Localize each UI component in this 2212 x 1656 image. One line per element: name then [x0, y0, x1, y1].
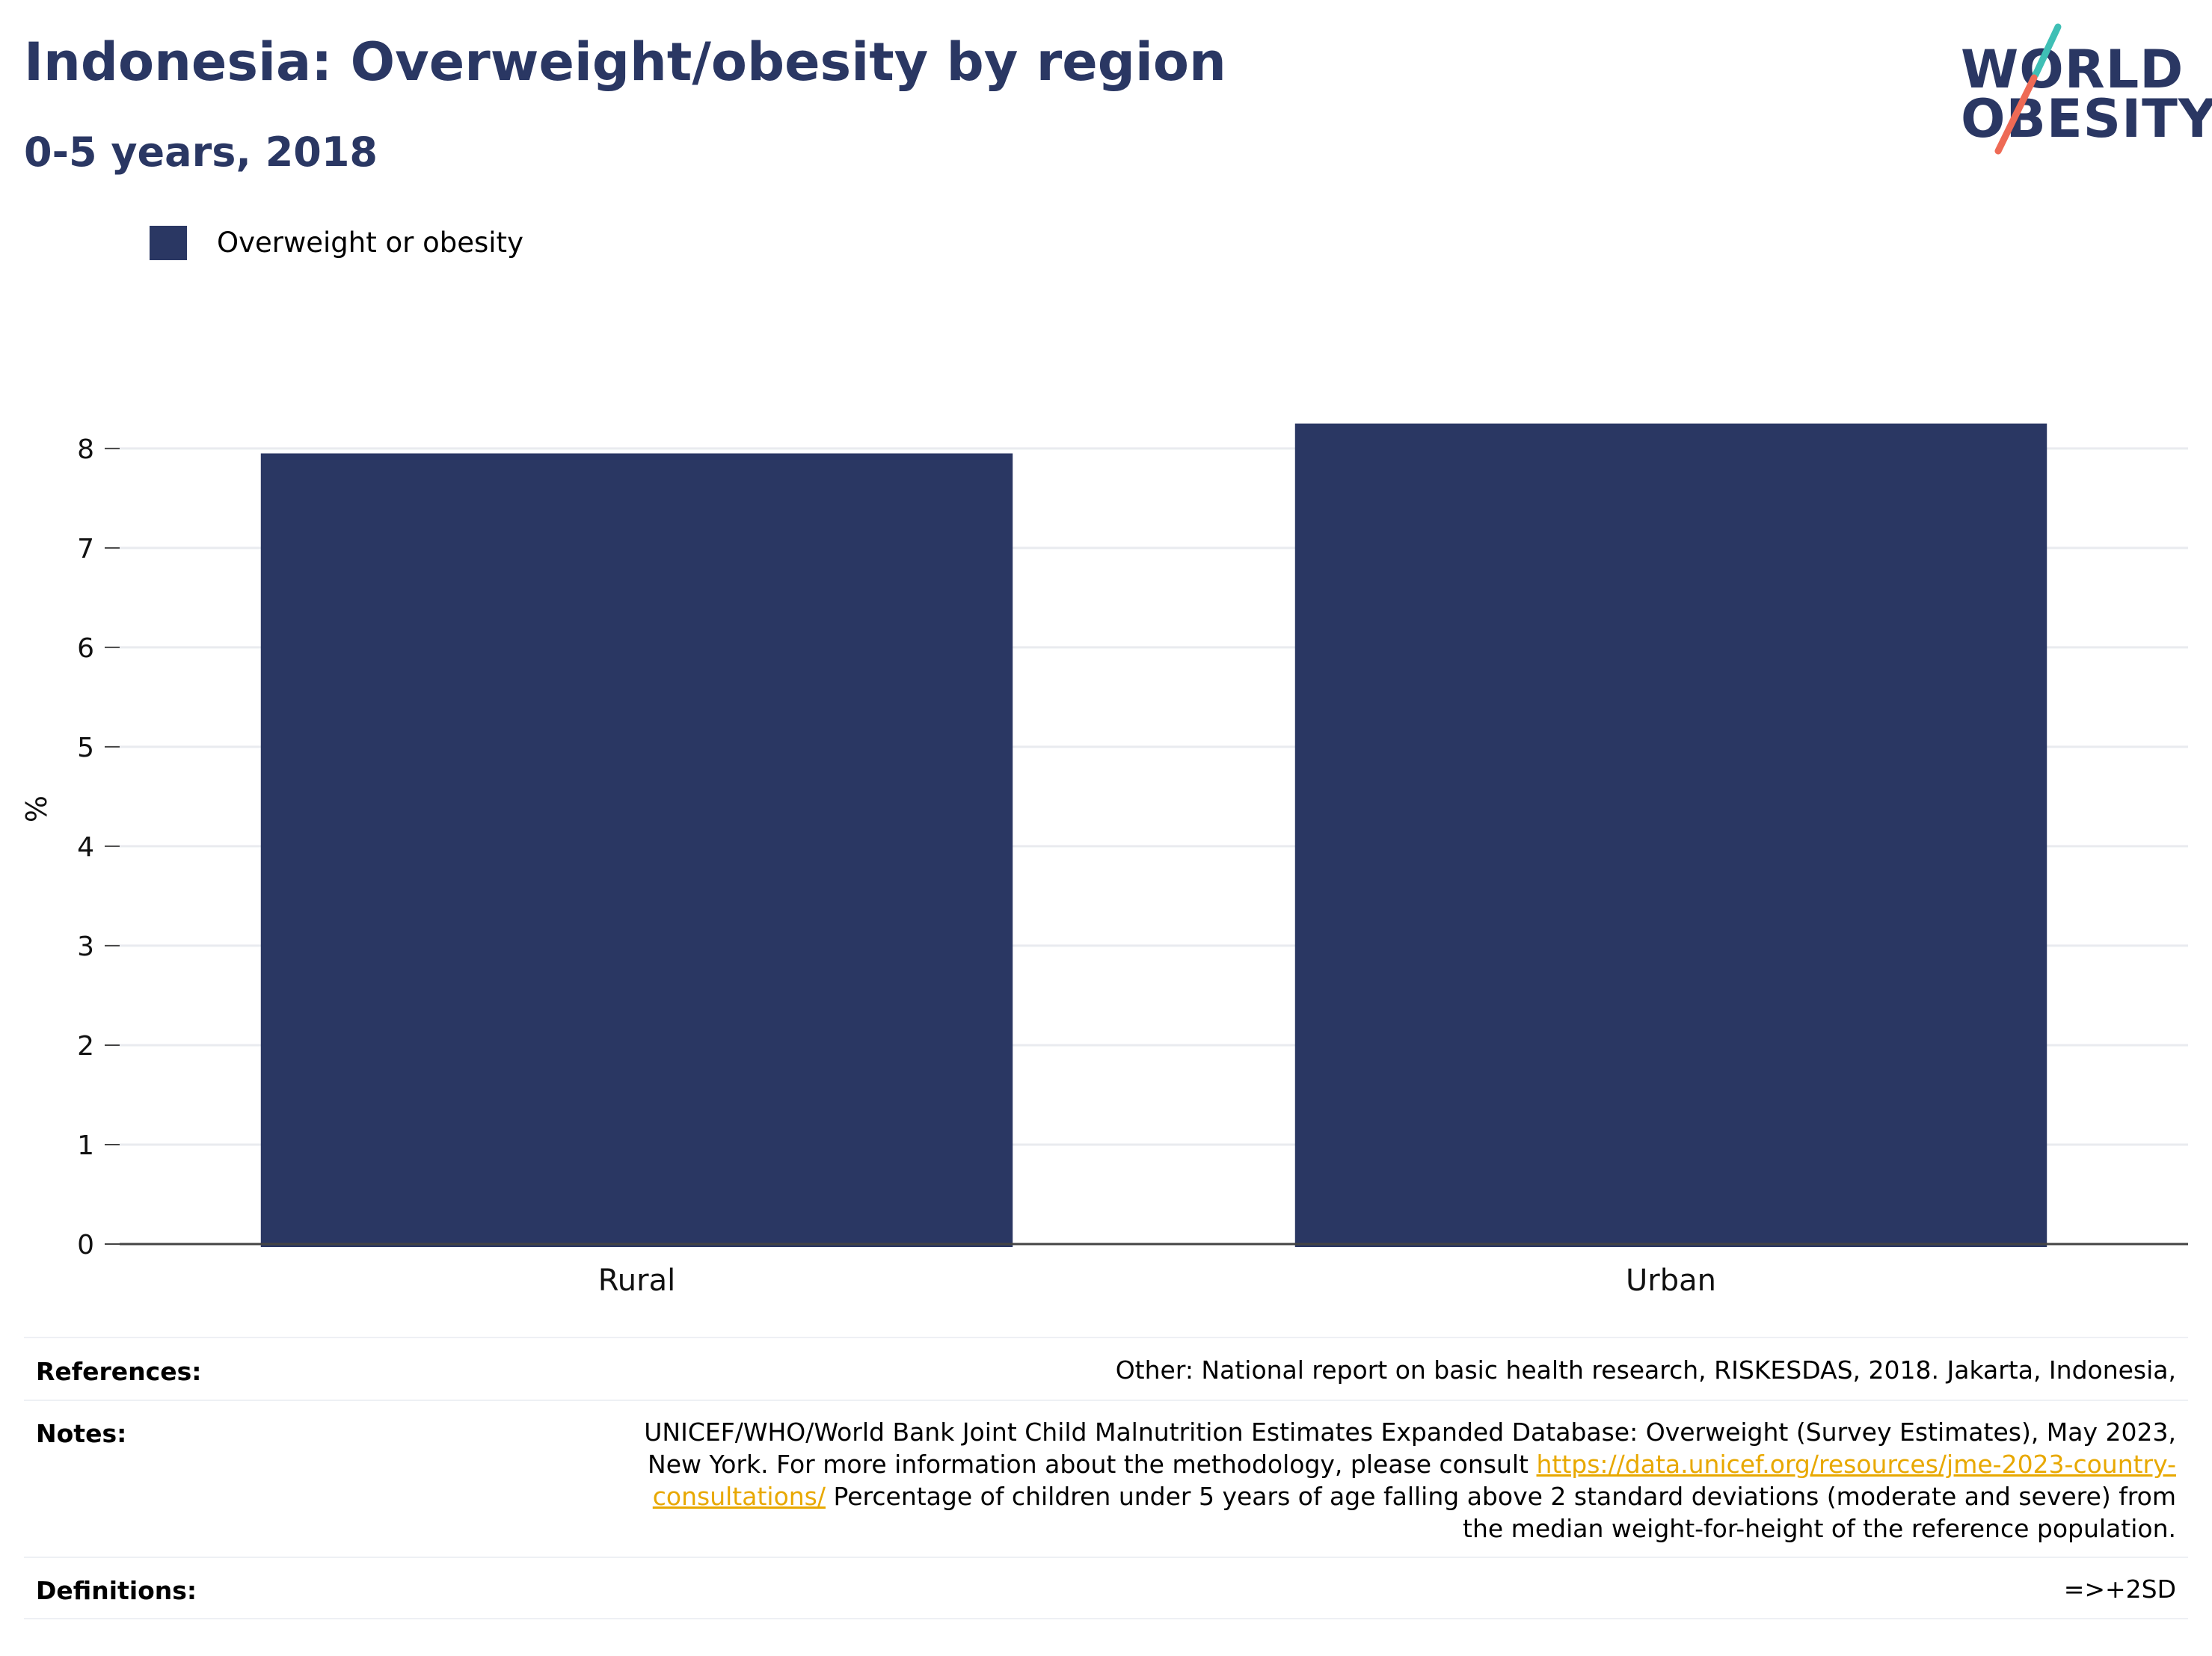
- logo-word-1: WORLD: [1961, 39, 2184, 100]
- y-tick-label: 4: [77, 832, 94, 863]
- bar-urban[interactable]: [1294, 423, 2047, 1248]
- footer-divider: [24, 1400, 2188, 1401]
- y-tick-label: 0: [77, 1230, 94, 1261]
- bar-rural[interactable]: [260, 453, 1013, 1247]
- y-axis-label: %: [20, 795, 53, 822]
- references-text: Other: National report on basic health r…: [1115, 1355, 2176, 1385]
- y-tick-label: 3: [77, 932, 94, 962]
- y-tick-label: 6: [77, 633, 94, 664]
- axes: 0 1 2 3 4 5 6 7 8 Rural Urban: [77, 434, 2188, 1298]
- logo-slash-icon: [1994, 23, 2062, 155]
- footer-divider: [24, 1618, 2188, 1619]
- notes-text-part-2: Percentage of children under 5 years of …: [833, 1482, 2177, 1543]
- notes-text-part-1: UNICEF/WHO/World Bank Joint Child Malnut…: [644, 1418, 2176, 1479]
- y-tick-label: 2: [77, 1031, 94, 1062]
- definitions-label: Definitions:: [36, 1576, 197, 1605]
- references-label: References:: [36, 1357, 202, 1386]
- notes-link[interactable]: https://data.unicef.org/resources/jme-20…: [652, 1450, 2176, 1511]
- chart-title: Indonesia: Overweight/obesity by region: [24, 31, 1226, 93]
- y-tick-label: 1: [77, 1130, 94, 1161]
- notes-label: Notes:: [36, 1419, 127, 1448]
- footer-divider: [24, 1557, 2188, 1558]
- legend-swatch: [150, 226, 187, 260]
- definitions-text: =>+2SD: [2063, 1575, 2176, 1604]
- y-tick-label: 8: [77, 434, 94, 465]
- notes-text: UNICEF/WHO/World Bank Joint Child Malnut…: [606, 1416, 2176, 1545]
- bars: [260, 423, 2047, 1248]
- bar-chart: 0 1 2 3 4 5 6 7 8 Rural Urban %: [20, 423, 2188, 1298]
- y-tick-label: 5: [77, 733, 94, 763]
- chart-subtitle: 0-5 years, 2018: [24, 129, 378, 176]
- y-tick-label: 7: [77, 534, 94, 564]
- legend-label: Overweight or obesity: [217, 227, 523, 259]
- x-tick-label: Urban: [1626, 1263, 1716, 1298]
- footer-divider: [24, 1337, 2188, 1338]
- x-tick-label: Rural: [598, 1263, 675, 1298]
